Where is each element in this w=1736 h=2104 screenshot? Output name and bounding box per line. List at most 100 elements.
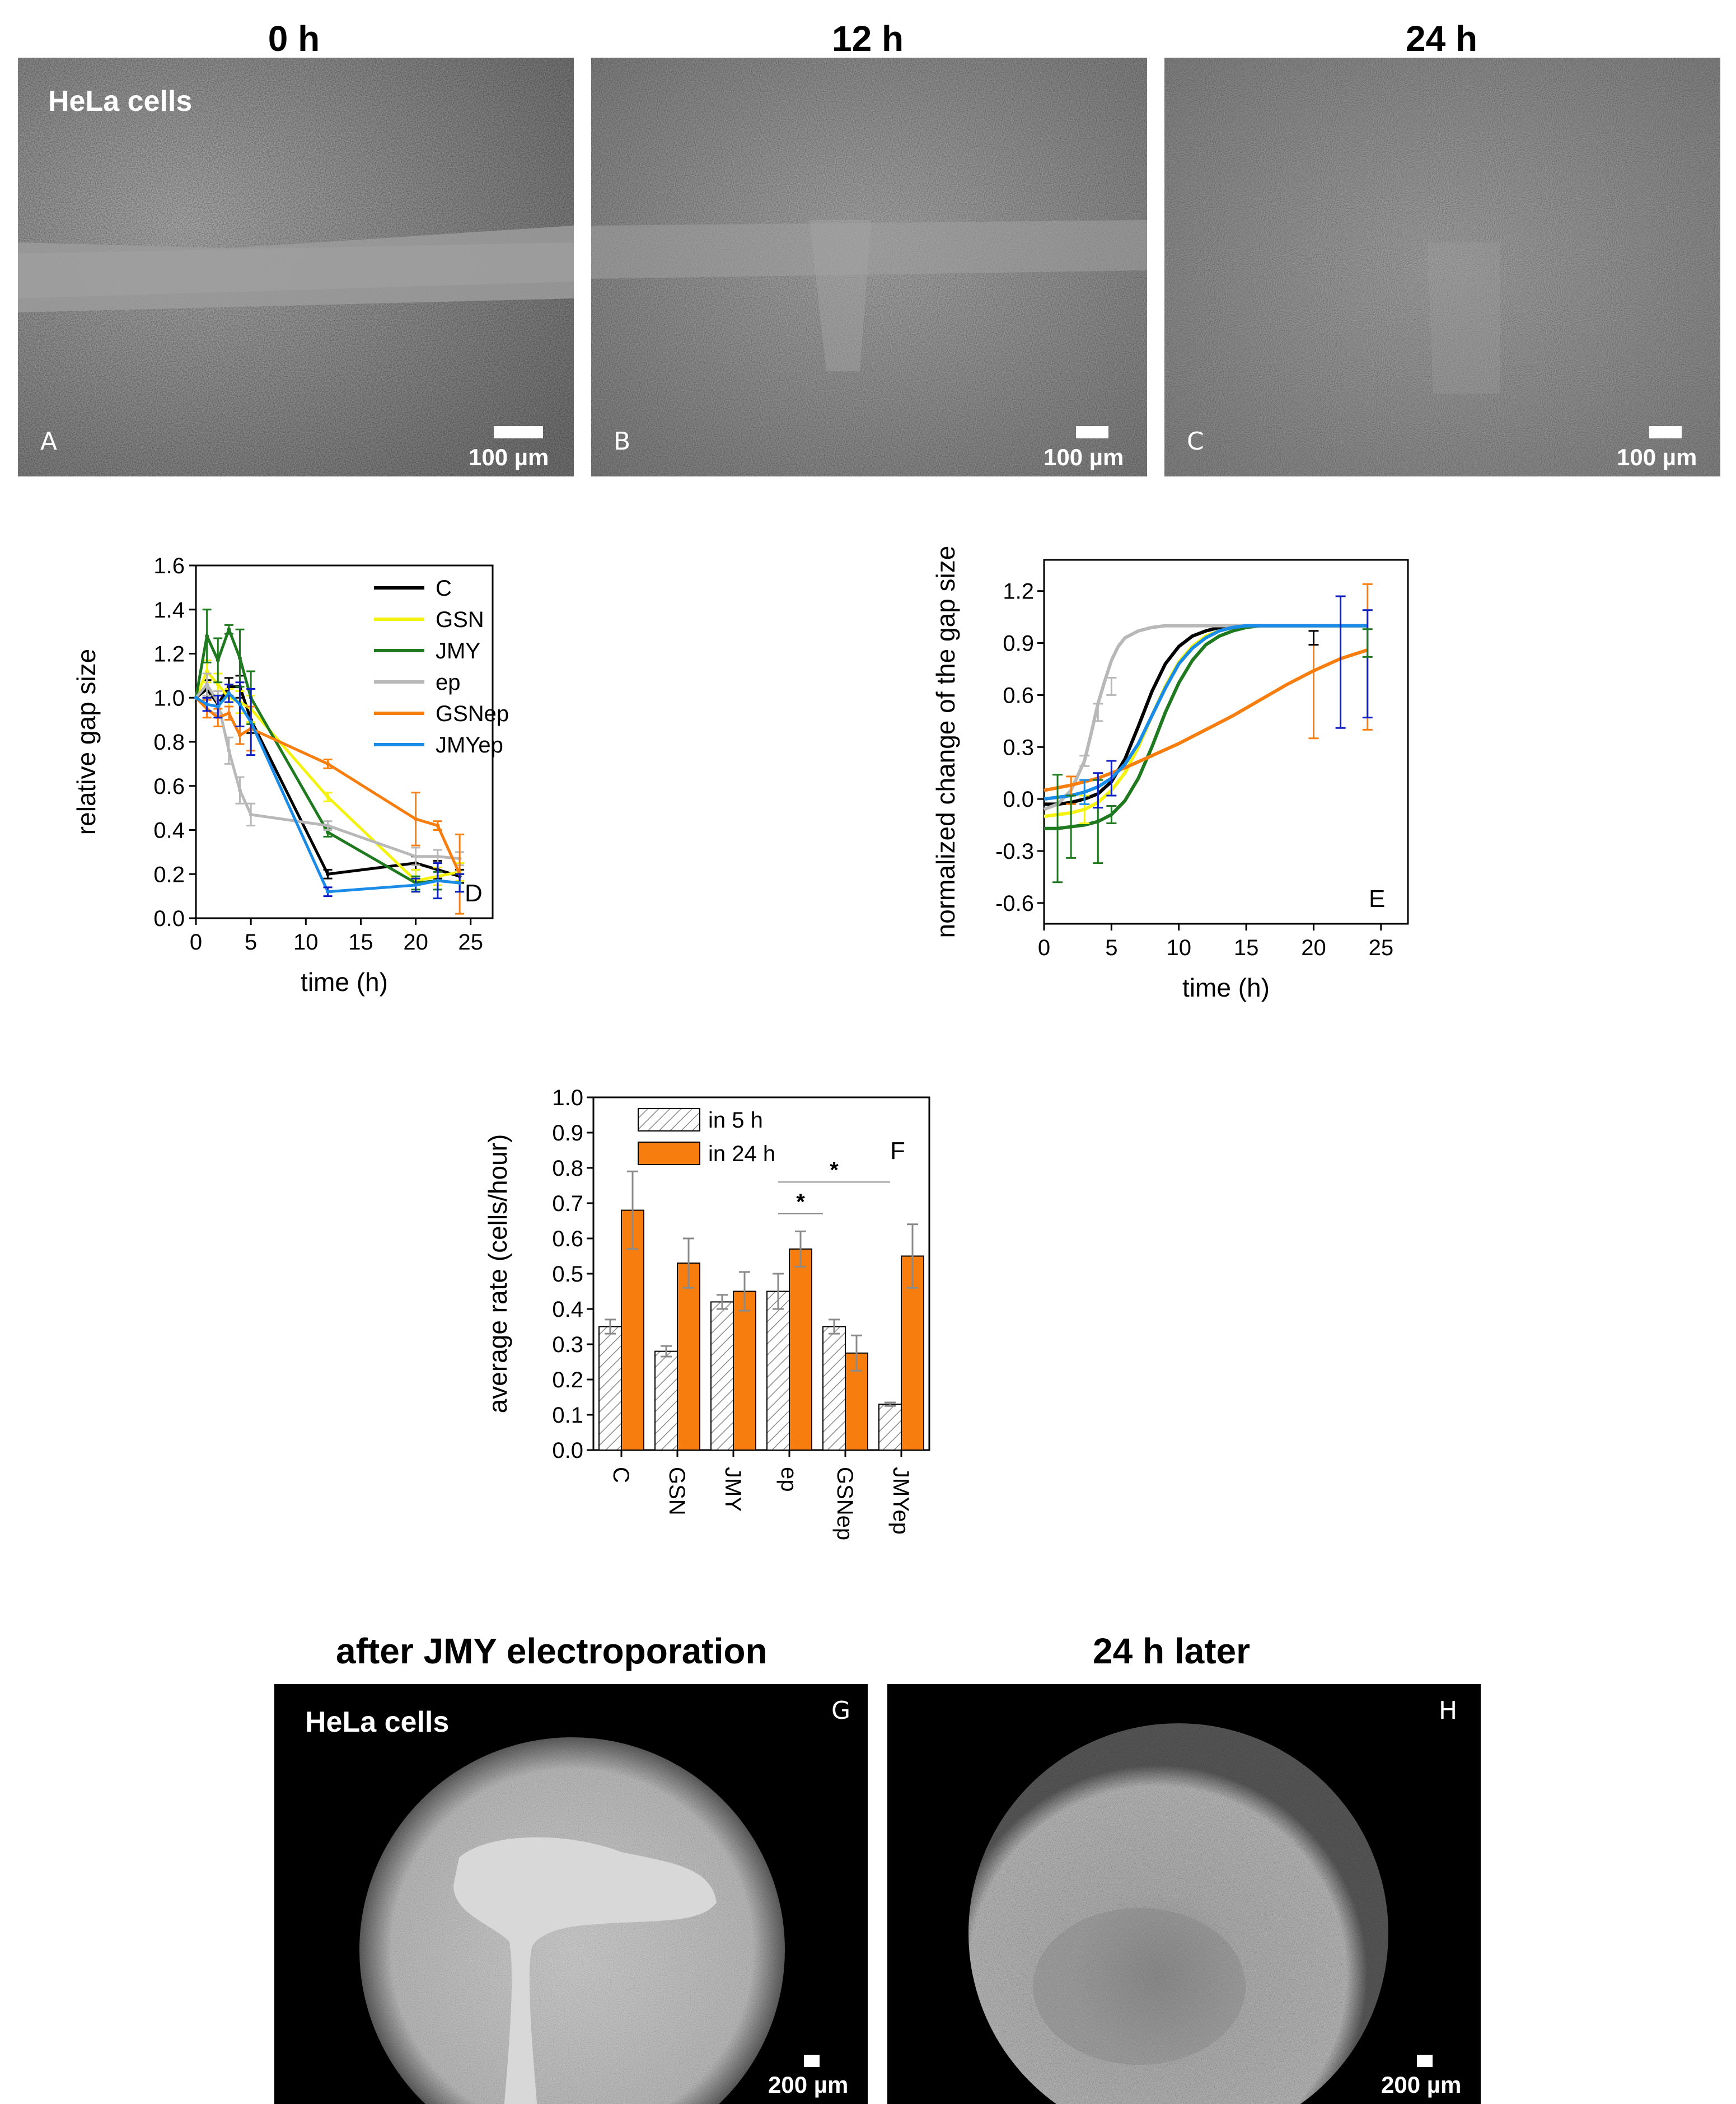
y-tick-label: 0.8 [552, 1156, 583, 1181]
y-tick-label: 0.4 [552, 1297, 583, 1322]
scale-label: 100 µm [1044, 444, 1124, 470]
data-point-JMYep [414, 883, 418, 887]
data-point-JMYep [249, 720, 253, 724]
x-tick-label: 15 [1234, 936, 1259, 960]
title-24h-later: 24 h later [1093, 1631, 1251, 1671]
data-point-ep [326, 824, 330, 828]
scale-label: 200 µm [768, 2072, 849, 2098]
series-line-ep [195, 682, 460, 861]
hela-cells-label: HeLa cells [305, 1706, 450, 1738]
data-point-GSN [326, 794, 330, 799]
bar-ep-5h [766, 1291, 790, 1451]
x-tick-label-GSNep: GSNep [832, 1467, 857, 1540]
title-24h: 24 h [1405, 18, 1478, 59]
x-axis-label: time (h) [301, 967, 388, 997]
bar-JMY-5h [710, 1301, 734, 1451]
micrograph-h-24h-later: H 200 µm [887, 1684, 1481, 2104]
data-point-JMY [205, 634, 209, 638]
data-point-ep [238, 788, 242, 793]
scale-bar [1417, 2055, 1433, 2067]
legend-label-JMY: JMY [436, 639, 480, 663]
scale-bar [1076, 426, 1108, 438]
significance-star: * [830, 1158, 839, 1182]
x-tick-label: 0 [190, 930, 202, 955]
micrograph-h-image [968, 1723, 1388, 2104]
panel-letter-d: D [465, 880, 483, 907]
data-point-GSNep [238, 733, 242, 737]
title-0h: 0 h [268, 18, 320, 59]
legend-swatch-5h [638, 1108, 700, 1132]
y-axis-label: average rate (cells/hour) [483, 1134, 512, 1414]
data-point-JMYep [457, 881, 462, 885]
y-tick-label: 1.0 [552, 1086, 583, 1110]
y-axis-label: relative gap size [72, 649, 101, 835]
title-after-jmy-electroporation: after JMY electroporation [336, 1631, 768, 1671]
y-tick-label: -0.6 [995, 891, 1034, 916]
y-tick-label: 0.9 [552, 1121, 583, 1145]
x-tick-label: 20 [1301, 936, 1326, 960]
y-tick-label: 0.2 [153, 862, 185, 887]
legend-label-C: C [436, 576, 452, 601]
x-tick-label: 25 [458, 930, 483, 955]
legend-label-JMYep: JMYep [436, 733, 503, 758]
series-line-C [195, 685, 460, 878]
micrograph-b-image [591, 58, 1147, 476]
micrograph-c-24h: C 100 µm [1164, 58, 1720, 476]
micrograph-c-image [1164, 58, 1720, 476]
data-point-JMYep [205, 702, 209, 707]
data-point-JMY [216, 658, 220, 662]
micrograph-a-0h: HeLa cells A 100 µm [18, 58, 574, 476]
data-point-GSNep [227, 711, 231, 716]
y-tick-label: 0.4 [153, 819, 185, 843]
x-tick-label-C: C [609, 1467, 633, 1483]
series-line-JMYep [195, 691, 460, 894]
data-point-ep [249, 812, 253, 817]
y-tick-label: 0.6 [1003, 683, 1034, 708]
y-tick-label: 1.2 [153, 642, 185, 667]
micrograph-a-image [18, 58, 574, 476]
data-point-GSN [216, 682, 220, 687]
scale-bar [494, 426, 543, 438]
micrograph-g-image [359, 1737, 785, 2104]
micrograph-b-12h: B 100 µm [591, 58, 1147, 476]
data-point-ep [414, 854, 418, 859]
x-tick-label: 5 [245, 930, 257, 955]
data-point-JMY [326, 830, 330, 834]
bar-ep-24h [789, 1248, 812, 1451]
bar-GSN-5h [654, 1350, 678, 1451]
fit-curve-C [1044, 624, 1368, 806]
legend-label-GSNep: GSNep [436, 702, 509, 726]
legend-label-GSN: GSN [436, 607, 484, 632]
x-tick-label-JMY: JMY [720, 1467, 745, 1512]
bar-C-24h [621, 1209, 644, 1451]
legend-label-5h: in 5 h [708, 1108, 763, 1133]
y-tick-label: 0.6 [153, 774, 185, 799]
y-tick-label: 1.4 [153, 598, 185, 623]
scale-bar [1649, 426, 1682, 438]
x-tick-label-GSN: GSN [665, 1467, 689, 1516]
data-point-ep [436, 854, 440, 859]
data-point-JMYep [227, 691, 231, 695]
data-point-JMYep [238, 702, 242, 707]
chart-e-normalized-change: -0.6 -0.3 0.0 0.3 0.6 0.9 1.2 0 5 10 15 20 25 time (h… [931, 546, 1409, 1002]
bar-C-5h [598, 1326, 622, 1451]
data-point-JMY [238, 656, 242, 660]
bar-JMYep-5h [878, 1404, 902, 1451]
y-tick-label: 0.0 [153, 906, 185, 931]
legend-label-ep: ep [436, 670, 461, 695]
y-tick-label: 0.3 [1003, 735, 1034, 760]
y-tick-label: 0.7 [552, 1191, 583, 1216]
title-12h: 12 h [831, 18, 904, 59]
y-tick-label: 0.8 [153, 730, 185, 755]
x-tick-label-JMYep: JMYep [888, 1467, 913, 1535]
x-tick-label: 5 [1105, 936, 1117, 960]
data-point-JMYep [194, 695, 198, 700]
panel-letter-f: F [890, 1137, 905, 1165]
chart-f-average-rate: 0.0 0.1 0.2 0.3 0.4 0.5 0.6 0.7 0.8 0.9 1.0 average… [483, 1086, 930, 1540]
bar-GSNep-5h [822, 1326, 846, 1451]
y-tick-label: 1.2 [1003, 579, 1034, 604]
y-tick-label: 0.6 [552, 1227, 583, 1251]
series-line-GSNep [195, 696, 461, 875]
scale-label: 100 µm [469, 444, 549, 470]
x-tick-label: 0 [1038, 936, 1050, 960]
